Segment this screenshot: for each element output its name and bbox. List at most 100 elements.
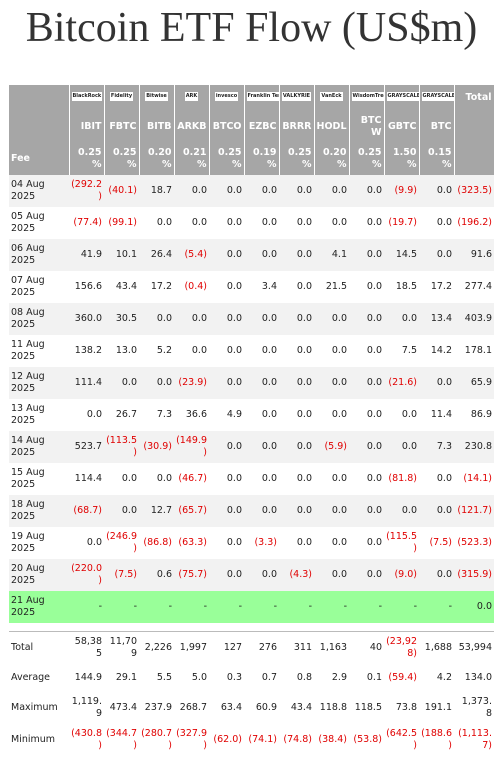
- flow-value: 0.0: [296, 281, 312, 292]
- flow-value: 0.0: [279, 431, 314, 463]
- flow-value: 0.0: [121, 473, 137, 484]
- flow-value: 0.0: [419, 239, 454, 271]
- flow-value: 86.9: [470, 409, 492, 420]
- blank-cell: [454, 143, 495, 175]
- issuer-logo: Fidelity: [109, 91, 134, 101]
- flow-value: 0.0: [401, 409, 417, 420]
- fee-row: Fee 0.25% 0.25% 0.20% 0.21% 0.25% 0.19% 0.25% 0.…: [9, 143, 495, 175]
- data-row: 11 Aug 2025 138.2 13.0 5.2 0.0 0.0 0.0 0.0 0.0 0.…: [9, 335, 494, 367]
- flow-value: 0.0: [226, 345, 242, 356]
- ticker: HODL: [314, 111, 350, 143]
- flow-value: 0.0: [226, 473, 242, 484]
- flow-value: 13.0: [115, 345, 137, 356]
- summary-row: Minimum (430.8) (344.7) (280.7) (327.9) (62.0…: [9, 724, 494, 756]
- flow-value: 0.0: [419, 175, 454, 207]
- flow-value: 0.0: [226, 281, 242, 292]
- flow-value: 0.0: [296, 473, 312, 484]
- logo-cell: invesco: [209, 85, 245, 111]
- summary-value: 144.9: [74, 672, 102, 683]
- summary-value: (327.9): [176, 728, 207, 751]
- flow-value: 0.0: [244, 175, 279, 207]
- flow-value: 0.0: [261, 345, 277, 356]
- table-wrap: BlackRock Fidelity Bitwise ARK invesco Frankl…: [9, 85, 495, 756]
- flow-value: (77.4): [73, 217, 102, 228]
- flow-value: 0.0: [209, 239, 244, 271]
- flow-value: 0.0: [244, 431, 279, 463]
- summary-value: 73.8: [395, 702, 417, 713]
- fee: 0.25%: [104, 143, 140, 175]
- data-row: 04 Aug 2025 (292.2) (40.1) 18.7 0.0 0.0 0.0 0.0…: [9, 175, 494, 207]
- date: 08 Aug 2025: [9, 303, 69, 335]
- flow-value: 0.0: [104, 367, 139, 399]
- flow-value: -: [244, 591, 279, 623]
- date: 14 Aug 2025: [9, 431, 69, 463]
- flow-value: 0.0: [139, 367, 174, 399]
- flow-value: 0.0: [384, 495, 419, 527]
- date: 07 Aug 2025: [11, 275, 45, 298]
- issuer-logo: GRAYSCALE: [421, 91, 454, 101]
- flow-value: 277.4: [464, 281, 492, 292]
- summary-value: (280.7): [141, 728, 172, 751]
- summary-value: (1,113.7): [458, 728, 492, 751]
- ticker: BITB: [139, 111, 175, 143]
- summary-label: Total: [9, 631, 69, 664]
- flow-value: 7.3: [156, 409, 172, 420]
- flow-value: 0.0: [349, 559, 384, 591]
- flow-value: 0.0: [366, 537, 382, 548]
- summary-value: 40: [349, 631, 384, 664]
- flow-value: 403.9: [454, 303, 494, 335]
- flow-value: (86.8): [143, 537, 172, 548]
- flow-value: 0.0: [261, 409, 277, 420]
- flow-value: (40.1): [104, 175, 139, 207]
- flow-value: 0.0: [174, 303, 209, 335]
- flow-value: 0.0: [384, 303, 419, 335]
- flow-value: 0.0: [366, 409, 382, 420]
- ticker: EZBC: [244, 111, 280, 143]
- flow-value: 0.0: [244, 303, 279, 335]
- flow-value: 230.8: [454, 431, 494, 463]
- flow-value: 18.7: [139, 175, 174, 207]
- flow-value: (115.5): [386, 531, 417, 554]
- issuer-logo: VALKYRIE: [281, 91, 312, 101]
- flow-value: 3.4: [261, 281, 277, 292]
- flow-value: 0.0: [436, 473, 452, 484]
- flow-value: (30.9): [139, 431, 174, 463]
- flow-value: (65.7): [174, 495, 209, 527]
- flow-value: 0.0: [279, 175, 314, 207]
- flow-value: (7.5): [104, 559, 139, 591]
- flow-value: 0.0: [454, 591, 494, 623]
- date: 04 Aug 2025: [9, 175, 69, 207]
- flow-value: (4.3): [279, 559, 314, 591]
- date: 20 Aug 2025: [9, 559, 69, 591]
- flow-value: 13.4: [419, 303, 454, 335]
- date: 19 Aug 2025: [11, 531, 45, 554]
- logo-cell: VALKYRIE: [279, 85, 315, 111]
- flow-value: 0.0: [314, 303, 349, 335]
- flow-value: 0.0: [209, 175, 244, 207]
- flow-value: -: [314, 591, 349, 623]
- fee: 0.21%: [174, 143, 210, 175]
- flow-value: 65.9: [454, 367, 494, 399]
- flow-value: 0.0: [209, 559, 244, 591]
- etf-flow-table: BlackRock Fidelity Bitwise ARK invesco Frankl…: [9, 85, 495, 756]
- summary-value: 191.1: [424, 702, 452, 713]
- logo-cell: BlackRock: [69, 85, 105, 111]
- data-row: 20 Aug 2025 (220.0) (7.5) 0.6 (75.7) 0.0 0.0 (4…: [9, 559, 494, 591]
- flow-value: 14.2: [430, 345, 452, 356]
- gap-row: [9, 623, 494, 632]
- flow-value: 0.0: [331, 473, 347, 484]
- flow-value: 26.7: [115, 409, 137, 420]
- blank-cell: [9, 85, 70, 111]
- flow-value: 0.0: [436, 217, 452, 228]
- total-header: Total: [454, 85, 495, 111]
- fee: 0.20%: [139, 143, 175, 175]
- fee: 0.25%: [279, 143, 315, 175]
- flow-value: (196.2): [457, 217, 492, 228]
- flow-value: (21.6): [384, 367, 419, 399]
- flow-value: (315.9): [454, 559, 494, 591]
- flow-value: 0.0: [349, 303, 384, 335]
- flow-value: 0.0: [174, 175, 209, 207]
- flow-value: 0.0: [366, 345, 382, 356]
- summary-value: 63.4: [220, 702, 242, 713]
